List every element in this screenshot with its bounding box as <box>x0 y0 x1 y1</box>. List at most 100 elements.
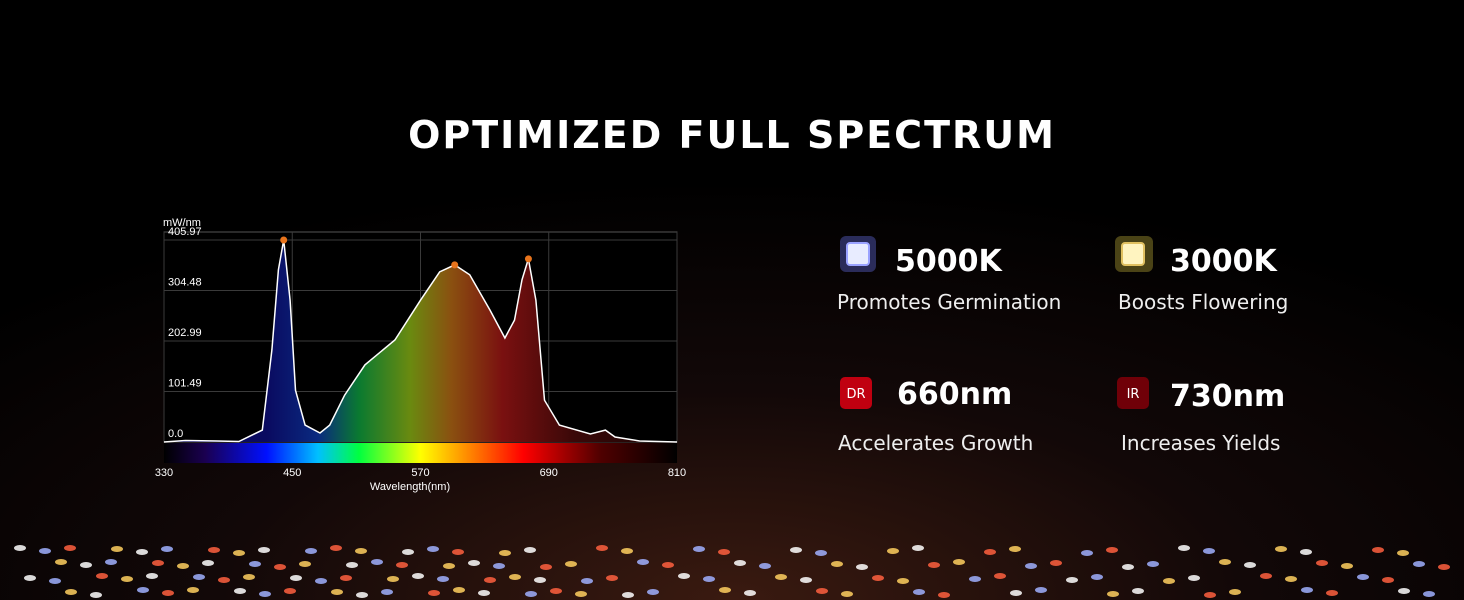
led <box>856 564 868 570</box>
led <box>1009 546 1021 552</box>
led <box>1372 547 1384 553</box>
peak-marker <box>524 255 532 263</box>
led <box>1010 590 1022 596</box>
led <box>647 589 659 595</box>
led <box>534 577 546 583</box>
led <box>468 560 480 566</box>
led <box>478 590 490 596</box>
led <box>243 574 255 580</box>
icon <box>1121 242 1145 266</box>
led <box>596 545 608 551</box>
led <box>1178 545 1190 551</box>
feature-title: 730nm <box>1170 379 1285 414</box>
led <box>913 589 925 595</box>
led <box>621 548 633 554</box>
led <box>1413 561 1425 567</box>
led <box>1244 562 1256 568</box>
led <box>356 592 368 598</box>
feature-subtitle: Boosts Flowering <box>1118 290 1288 314</box>
led <box>152 560 164 566</box>
led <box>912 545 924 551</box>
spectrum-chart: mW/nm Wavelength(nm) 0.0 101.49 202.99 304.… <box>155 217 686 493</box>
led <box>1275 546 1287 552</box>
feature: IR 730nm Increases Yields <box>1117 377 1285 455</box>
led <box>1326 590 1338 596</box>
led <box>928 562 940 568</box>
led <box>800 577 812 583</box>
y-tick-label: 405.97 <box>168 226 202 238</box>
icon <box>846 242 870 266</box>
led <box>1107 591 1119 597</box>
led <box>259 591 271 597</box>
led <box>299 561 311 567</box>
feature-subtitle: Increases Yields <box>1121 431 1280 455</box>
led <box>1285 576 1297 582</box>
led <box>1382 577 1394 583</box>
feature-title: 660nm <box>897 377 1012 412</box>
y-tick-label: 202.99 <box>168 327 202 339</box>
led <box>575 591 587 597</box>
led <box>331 589 343 595</box>
peak-marker <box>451 261 459 269</box>
led <box>346 562 358 568</box>
led <box>187 587 199 593</box>
feature: DR 660nm Accelerates Growth <box>838 377 1033 455</box>
y-tick-label: 304.48 <box>168 276 202 288</box>
led <box>493 563 505 569</box>
led <box>65 589 77 595</box>
led <box>437 576 449 582</box>
led <box>64 545 76 551</box>
led <box>258 547 270 553</box>
led-decoration <box>14 545 1450 598</box>
icon-label: IR <box>1127 387 1140 402</box>
led <box>80 562 92 568</box>
peak-marker <box>280 236 288 244</box>
led <box>1106 547 1118 553</box>
led <box>887 548 899 554</box>
led <box>678 573 690 579</box>
led <box>427 546 439 552</box>
led <box>953 559 965 565</box>
led <box>1316 560 1328 566</box>
led <box>1398 588 1410 594</box>
led <box>1081 550 1093 556</box>
led <box>315 578 327 584</box>
led <box>1132 588 1144 594</box>
led <box>1035 587 1047 593</box>
led <box>453 587 465 593</box>
led <box>1300 549 1312 555</box>
led <box>193 574 205 580</box>
led <box>39 548 51 554</box>
led <box>1066 577 1078 583</box>
led <box>969 576 981 582</box>
led <box>744 590 756 596</box>
y-tick-label: 101.49 <box>168 378 202 390</box>
led <box>1397 550 1409 556</box>
led <box>1219 559 1231 565</box>
led <box>1229 589 1241 595</box>
icon <box>1117 377 1149 409</box>
x-tick-label: 450 <box>283 467 301 479</box>
led <box>443 563 455 569</box>
led <box>841 591 853 597</box>
x-tick-label: 690 <box>540 467 558 479</box>
led <box>218 577 230 583</box>
led <box>161 546 173 552</box>
x-axis-label: Wavelength(nm) <box>370 481 450 493</box>
y-axis-label: mW/nm <box>163 217 201 229</box>
led <box>1025 563 1037 569</box>
x-tick-label: 810 <box>668 467 686 479</box>
led <box>340 575 352 581</box>
led <box>662 562 674 568</box>
led <box>719 587 731 593</box>
led <box>55 559 67 565</box>
led <box>759 563 771 569</box>
led <box>96 573 108 579</box>
led <box>381 589 393 595</box>
led <box>305 548 317 554</box>
x-tick-label: 330 <box>155 467 173 479</box>
led <box>49 578 61 584</box>
feature-title: 3000K <box>1170 244 1278 279</box>
page-title: OPTIMIZED FULL SPECTRUM <box>408 113 1056 157</box>
led <box>355 548 367 554</box>
